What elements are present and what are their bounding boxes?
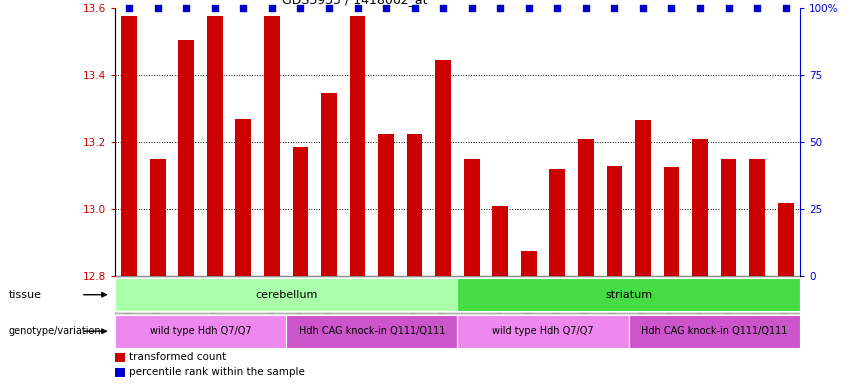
Bar [115, 315, 286, 348]
Bar [179, 40, 194, 276]
Point [323, 5, 336, 11]
Bar [407, 134, 422, 276]
Point [237, 5, 250, 11]
Point [637, 5, 650, 11]
Text: percentile rank within the sample: percentile rank within the sample [129, 367, 306, 377]
Text: transformed count: transformed count [129, 352, 226, 362]
Bar [115, 353, 125, 362]
Text: Hdh CAG knock-in Q111/Q111: Hdh CAG knock-in Q111/Q111 [299, 326, 445, 336]
Point [180, 5, 193, 11]
Text: striatum: striatum [605, 290, 652, 300]
Bar [350, 16, 365, 276]
Bar [457, 278, 800, 311]
Text: wild type Hdh Q7/Q7: wild type Hdh Q7/Q7 [492, 326, 594, 336]
Bar [293, 147, 308, 276]
Bar [749, 159, 765, 276]
Text: tissue: tissue [9, 290, 42, 300]
Bar [264, 16, 280, 276]
Bar [436, 60, 451, 276]
Point [294, 5, 307, 11]
Point [408, 5, 421, 11]
Point [751, 5, 764, 11]
Text: Hdh CAG knock-in Q111/Q111: Hdh CAG knock-in Q111/Q111 [641, 326, 787, 336]
Bar [607, 166, 622, 276]
Point [608, 5, 621, 11]
Point [551, 5, 564, 11]
Point [151, 5, 164, 11]
Bar [150, 159, 166, 276]
Bar [778, 202, 793, 276]
Bar [664, 167, 679, 276]
Bar [207, 16, 223, 276]
Point [522, 5, 535, 11]
Bar [578, 139, 594, 276]
Text: wild type Hdh Q7/Q7: wild type Hdh Q7/Q7 [150, 326, 251, 336]
Point [665, 5, 678, 11]
Bar [321, 93, 337, 276]
Bar [115, 278, 457, 311]
Text: cerebellum: cerebellum [255, 290, 317, 300]
Point [123, 5, 136, 11]
Bar [236, 119, 251, 276]
Point [722, 5, 735, 11]
Title: GDS3935 / 1418062_at: GDS3935 / 1418062_at [282, 0, 427, 7]
Bar [721, 159, 736, 276]
Bar [635, 120, 651, 276]
Bar [286, 315, 457, 348]
Point [494, 5, 507, 11]
Point [208, 5, 221, 11]
Point [265, 5, 278, 11]
Bar [464, 159, 479, 276]
Text: genotype/variation: genotype/variation [9, 326, 101, 336]
Point [579, 5, 592, 11]
Point [779, 5, 792, 11]
Bar [378, 134, 394, 276]
Point [380, 5, 393, 11]
Bar [629, 315, 800, 348]
Point [465, 5, 478, 11]
Point [694, 5, 707, 11]
Bar [692, 139, 708, 276]
Bar [457, 315, 629, 348]
Bar [115, 368, 125, 377]
Bar [493, 206, 508, 276]
Point [437, 5, 450, 11]
Bar [122, 16, 137, 276]
Bar [550, 169, 565, 276]
Bar [521, 251, 537, 276]
Point [351, 5, 364, 11]
